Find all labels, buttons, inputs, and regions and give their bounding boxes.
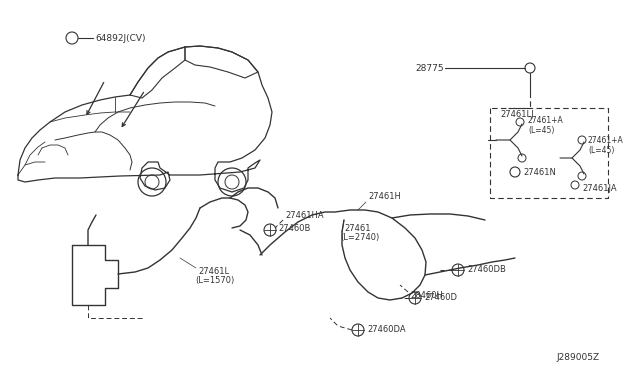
Circle shape	[518, 154, 526, 162]
Text: 28460H: 28460H	[410, 291, 443, 299]
Circle shape	[66, 32, 78, 44]
Text: 27461N: 27461N	[523, 167, 556, 176]
Circle shape	[516, 118, 524, 126]
Text: 27461H: 27461H	[368, 192, 401, 201]
Text: 27460D: 27460D	[424, 294, 457, 302]
Text: 27460DB: 27460DB	[467, 266, 506, 275]
Text: (L=2740): (L=2740)	[340, 232, 380, 241]
Text: 27460B: 27460B	[278, 224, 310, 232]
Text: 27461+A: 27461+A	[528, 115, 564, 125]
Text: 27461L: 27461L	[198, 267, 229, 276]
Circle shape	[225, 175, 239, 189]
Text: J289005Z: J289005Z	[556, 353, 599, 362]
Text: 27461HA: 27461HA	[285, 211, 324, 219]
Text: 27460DA: 27460DA	[367, 326, 406, 334]
Text: 27461LJ: 27461LJ	[500, 109, 534, 119]
Circle shape	[578, 136, 586, 144]
Text: (L=45): (L=45)	[588, 145, 614, 154]
Text: 27461JA: 27461JA	[582, 183, 616, 192]
Text: (L=45): (L=45)	[528, 125, 554, 135]
Circle shape	[409, 292, 421, 304]
Circle shape	[352, 324, 364, 336]
Text: 27461: 27461	[344, 224, 371, 232]
Circle shape	[571, 181, 579, 189]
Circle shape	[138, 168, 166, 196]
Circle shape	[218, 168, 246, 196]
Text: 64892J(CV): 64892J(CV)	[95, 33, 145, 42]
Circle shape	[525, 63, 535, 73]
Circle shape	[264, 224, 276, 236]
Circle shape	[452, 264, 464, 276]
Circle shape	[145, 175, 159, 189]
Text: (L=1570): (L=1570)	[195, 276, 234, 285]
Text: 27461+A: 27461+A	[588, 135, 624, 144]
Circle shape	[578, 172, 586, 180]
Text: 28775: 28775	[415, 64, 444, 73]
Circle shape	[510, 167, 520, 177]
